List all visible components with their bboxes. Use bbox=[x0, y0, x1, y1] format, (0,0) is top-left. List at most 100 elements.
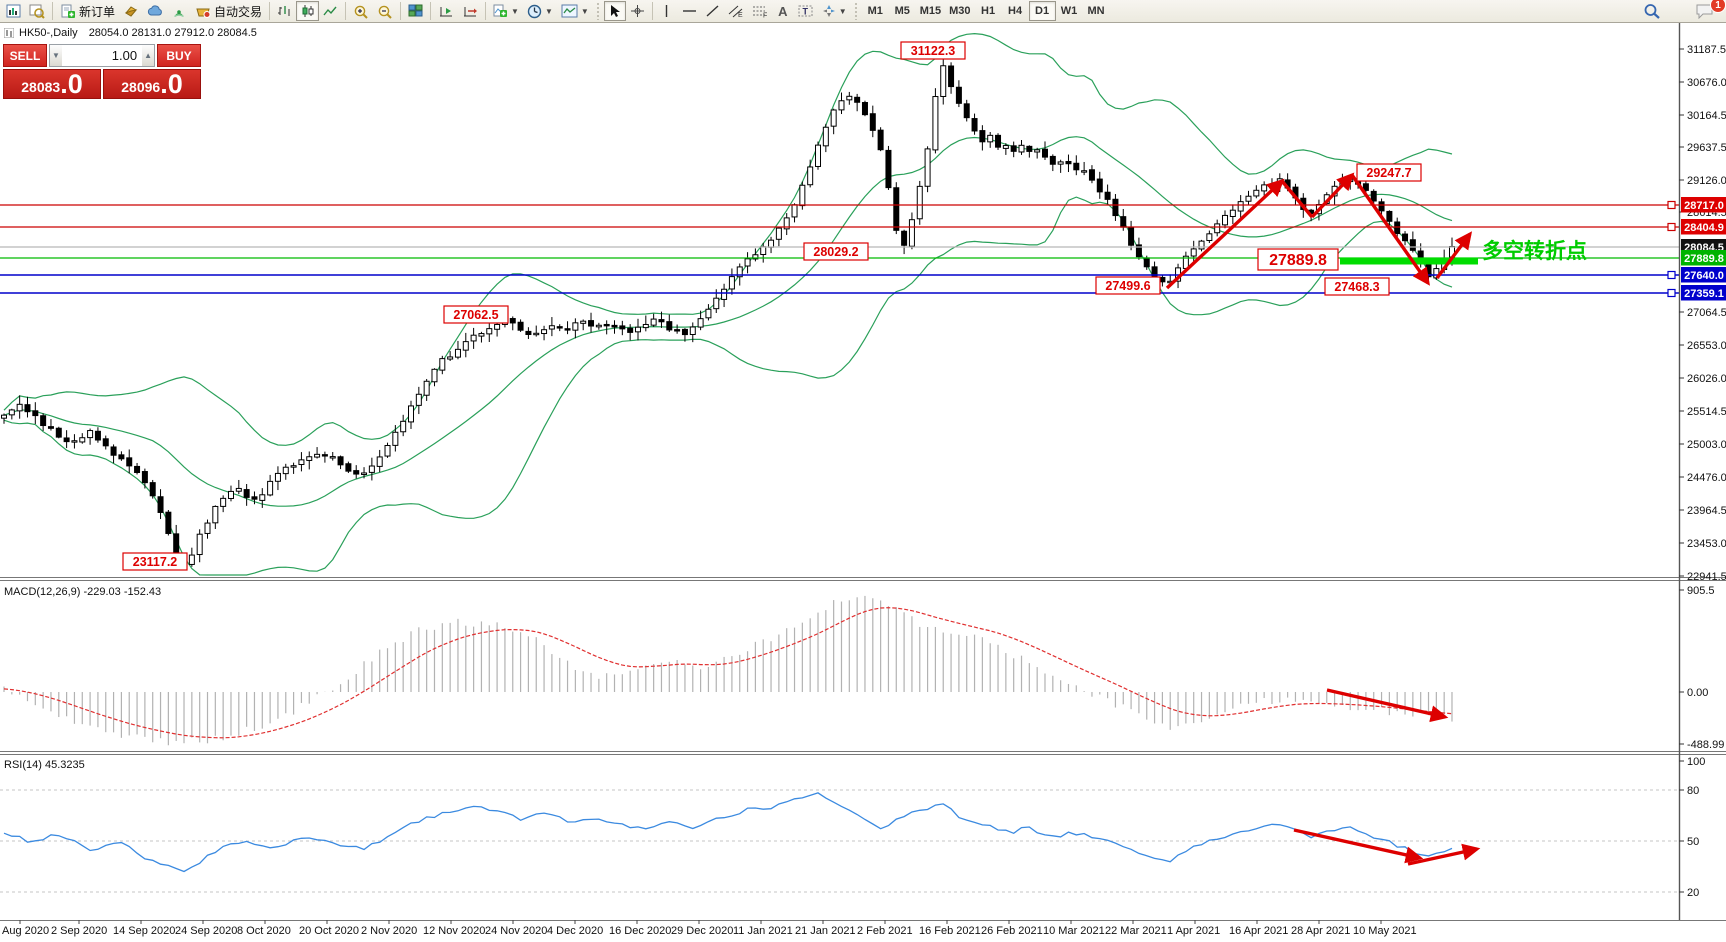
price-callouts[interactable]: 31122.3 29247.7 28029.2 27062.5 23117.2 27499… bbox=[122, 41, 1422, 571]
sell-button[interactable]: SELL bbox=[3, 44, 47, 67]
toolbar-separator bbox=[430, 2, 432, 20]
svg-text:2 Sep 2020: 2 Sep 2020 bbox=[51, 925, 107, 937]
svg-text:0.00: 0.00 bbox=[1687, 687, 1708, 699]
panel-borders bbox=[0, 22, 1726, 921]
svg-text:28404.9: 28404.9 bbox=[1684, 222, 1724, 234]
callout-box bbox=[1257, 248, 1339, 271]
svg-text:23117.2: 23117.2 bbox=[133, 555, 178, 569]
crosshair-tool-button[interactable] bbox=[626, 1, 649, 21]
chart-shift-button[interactable] bbox=[458, 1, 482, 21]
indicator-labels: MACD(12,26,9) -229.03 -152.43 RSI(14) 45.… bbox=[4, 586, 161, 771]
svg-text:25514.5: 25514.5 bbox=[1687, 406, 1726, 418]
toolbar-separator bbox=[400, 2, 402, 20]
text-label-tool[interactable]: T bbox=[794, 1, 818, 21]
buy-price[interactable]: 28096.0 bbox=[103, 69, 201, 99]
text-tool[interactable]: A bbox=[772, 1, 794, 21]
svg-text:24476.0: 24476.0 bbox=[1687, 472, 1726, 484]
market-watch-gold-icon[interactable] bbox=[119, 1, 143, 21]
periods-button[interactable]: ▼ bbox=[523, 1, 557, 21]
toolbar-separator bbox=[269, 2, 271, 20]
trendline-tool[interactable] bbox=[701, 1, 724, 21]
line-handle bbox=[1667, 270, 1676, 280]
zoom-out-button[interactable] bbox=[373, 1, 397, 21]
new-order-button[interactable]: 新订单 bbox=[56, 1, 119, 21]
tile-windows-button[interactable] bbox=[404, 1, 427, 21]
arrows-tool[interactable]: ▼ bbox=[818, 1, 851, 21]
red-trend-arrow bbox=[1350, 174, 1430, 286]
timeframe-H4[interactable]: H4 bbox=[1002, 1, 1029, 21]
svg-text:31122.3: 31122.3 bbox=[911, 44, 956, 58]
fibonacci-tool[interactable]: F bbox=[748, 1, 772, 21]
volume-decrease-button[interactable]: ▼ bbox=[50, 45, 62, 66]
date-axis: Aug 2020 2 Sep 2020 14 Sep 2020 24 Sep 2020… bbox=[2, 920, 1417, 937]
horizontal-line-tool[interactable] bbox=[678, 1, 701, 21]
svg-text:27359.1: 27359.1 bbox=[1684, 288, 1724, 300]
svg-text:27064.5: 27064.5 bbox=[1687, 307, 1726, 319]
callout-box bbox=[1356, 163, 1422, 182]
callout-box bbox=[443, 305, 509, 324]
svg-text:24 Nov 2020: 24 Nov 2020 bbox=[485, 925, 547, 937]
svg-text:28029.2: 28029.2 bbox=[813, 245, 858, 259]
volume-input[interactable] bbox=[61, 45, 143, 66]
svg-text:MACD(12,26,9) -229.03 -152.43: MACD(12,26,9) -229.03 -152.43 bbox=[4, 586, 161, 598]
svg-text:23453.0: 23453.0 bbox=[1687, 538, 1726, 550]
volume-increase-button[interactable]: ▲ bbox=[142, 45, 154, 66]
toolbar-drag-handle[interactable] bbox=[853, 2, 859, 20]
svg-text:22 Mar 2021: 22 Mar 2021 bbox=[1105, 925, 1167, 937]
buy-button[interactable]: BUY bbox=[157, 44, 201, 67]
signals-icon[interactable] bbox=[168, 1, 191, 21]
svg-text:31187.5: 31187.5 bbox=[1687, 44, 1726, 56]
timeframe-MN[interactable]: MN bbox=[1083, 1, 1110, 21]
chart-window-button[interactable] bbox=[2, 1, 25, 21]
svg-text:27499.6: 27499.6 bbox=[1105, 279, 1150, 293]
red-trend-arrow bbox=[1407, 843, 1481, 866]
zoom-in-button[interactable] bbox=[349, 1, 373, 21]
svg-text:16 Apr 2021: 16 Apr 2021 bbox=[1229, 925, 1288, 937]
red-trend-arrow bbox=[1293, 828, 1424, 864]
community-cloud-icon[interactable] bbox=[143, 1, 168, 21]
macd-panel bbox=[3, 595, 1453, 746]
timeframe-D1[interactable]: D1 bbox=[1028, 1, 1056, 21]
chart-title: HK50-,Daily 28054.0 28131.0 27912.0 2808… bbox=[4, 27, 257, 39]
svg-text:26 Feb 2021: 26 Feb 2021 bbox=[981, 925, 1043, 937]
timeframe-H1[interactable]: H1 bbox=[975, 1, 1002, 21]
svg-text:20: 20 bbox=[1687, 887, 1699, 899]
timeframe-W1[interactable]: W1 bbox=[1056, 1, 1083, 21]
equidistant-channel-tool[interactable]: E bbox=[724, 1, 748, 21]
svg-text:-488.99: -488.99 bbox=[1687, 739, 1724, 751]
toolbar-drag-handle[interactable] bbox=[595, 2, 601, 20]
templates-button[interactable]: ▼ bbox=[557, 1, 593, 21]
svg-text:23964.5: 23964.5 bbox=[1687, 505, 1726, 517]
cn-annotation[interactable]: 多空转折点 bbox=[1482, 239, 1587, 263]
svg-text:8 Oct 2020: 8 Oct 2020 bbox=[237, 925, 291, 937]
candlestick-mode-button[interactable] bbox=[296, 1, 320, 21]
notification-badge: 1 bbox=[1710, 0, 1726, 13]
bar-chart-mode-button[interactable] bbox=[273, 1, 296, 21]
trend-arrows[interactable] bbox=[1165, 172, 1481, 866]
notifications-icon[interactable]: 1 bbox=[1691, 0, 1726, 21]
search-icon[interactable] bbox=[1639, 1, 1665, 21]
timeframe-M5[interactable]: M5 bbox=[889, 1, 916, 21]
line-chart-mode-button[interactable] bbox=[319, 1, 342, 21]
callout-box bbox=[803, 242, 869, 261]
price-axis: 31187.530676.030164.529637.529126.028614… bbox=[1679, 44, 1726, 899]
cursor-tool-button[interactable] bbox=[603, 1, 626, 21]
vertical-line-tool[interactable] bbox=[656, 1, 678, 21]
auto-scroll-button[interactable] bbox=[434, 1, 458, 21]
sell-price[interactable]: 28083.0 bbox=[3, 69, 101, 99]
one-click-trading-panel: SELL ▼ ▲ BUY 28083.0 28096.0 bbox=[3, 44, 201, 99]
timeframe-M15[interactable]: M15 bbox=[916, 1, 945, 21]
timeframe-M1[interactable]: M1 bbox=[862, 1, 889, 21]
svg-text:RSI(14) 45.3235: RSI(14) 45.3235 bbox=[4, 759, 85, 771]
svg-text:2 Feb 2021: 2 Feb 2021 bbox=[857, 925, 913, 937]
chart-profile-button[interactable] bbox=[25, 1, 49, 21]
indicators-button[interactable]: ▼ bbox=[489, 1, 523, 21]
svg-text:27640.0: 27640.0 bbox=[1684, 270, 1724, 282]
timeframe-M30[interactable]: M30 bbox=[945, 1, 974, 21]
svg-text:T: T bbox=[802, 7, 808, 17]
toolbar-separator bbox=[485, 2, 487, 20]
auto-trading-button[interactable]: 自动交易 bbox=[191, 1, 266, 21]
toolbar-separator bbox=[651, 2, 653, 20]
svg-text:22941.5: 22941.5 bbox=[1687, 571, 1726, 583]
